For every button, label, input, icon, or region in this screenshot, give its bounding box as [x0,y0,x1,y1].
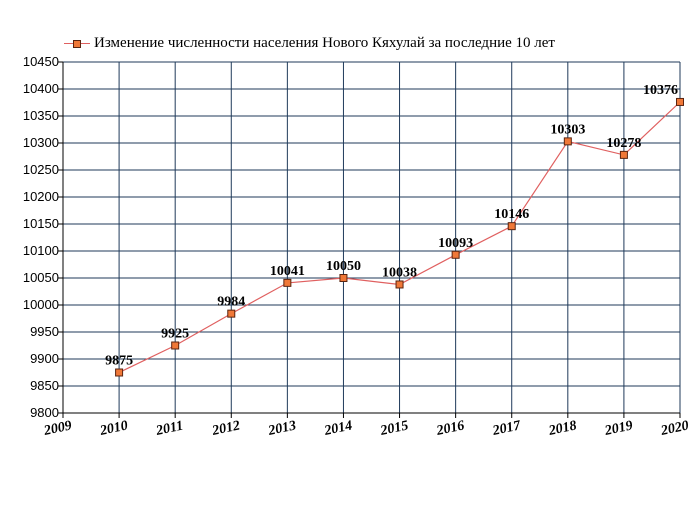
y-tick-label: 10250 [23,162,59,177]
y-tick-label: 10300 [23,135,59,150]
y-tick-label: 10000 [23,297,59,312]
data-label: 10303 [550,122,585,137]
data-point-marker [451,250,460,259]
y-tick-label: 10400 [23,81,59,96]
data-point-marker [507,222,516,231]
x-tick-label: 2020 [659,418,690,439]
x-tick-label: 2019 [603,418,634,439]
y-axis-ticks: 9800 9850 9900 9950 10000 10050 10100 10150 1020… [23,54,63,420]
x-tick-label: 2015 [378,418,409,439]
y-tick-label: 9900 [30,351,59,366]
data-label: 9925 [161,327,189,342]
y-tick-label: 10050 [23,270,59,285]
x-tick-label: 2016 [434,418,465,439]
y-tick-label: 9950 [30,324,59,339]
data-label: 10376 [643,83,678,98]
legend-label: Изменение численности населения Нового К… [94,35,555,51]
x-tick-label: 2012 [210,418,241,439]
x-tick-label: 2011 [154,419,185,440]
data-label: 9984 [217,295,245,310]
legend-line-marker-icon [64,38,90,50]
data-point-marker [227,309,236,318]
series-markers [115,97,684,377]
y-tick-label: 10100 [23,243,59,258]
y-tick-label: 10350 [23,108,59,123]
x-tick-label: 2013 [266,418,297,439]
data-point-marker [115,368,124,377]
data-point-marker [395,280,404,289]
plot-area [63,62,680,413]
data-point-marker [171,341,180,350]
data-point-marker [339,274,348,282]
data-label: 9875 [105,354,133,369]
data-label: 10050 [326,259,361,274]
data-point-marker [563,137,572,146]
data-label: 10146 [494,207,529,222]
x-tick-label: 2018 [547,418,578,439]
axes [62,62,680,414]
data-label: 10041 [270,264,305,279]
y-tick-label: 10450 [23,54,59,69]
x-tick-label: 2010 [98,418,129,439]
y-tick-label: 10150 [23,216,59,231]
x-tick-label: 2017 [490,418,522,439]
data-label: 10038 [382,265,417,280]
data-labels: 9875 9925 9984 10041 10050 10038 10093 10146 103… [105,83,678,369]
data-point-marker [619,150,628,159]
data-point-marker [283,278,292,287]
grid-lines [62,61,681,414]
y-tick-label: 10200 [23,189,59,204]
x-axis-ticks: 2009 2010 2011 2012 2013 2014 2015 2016 2017 2018… [42,413,690,439]
y-tick-label: 9800 [30,405,59,420]
data-point-marker [676,97,684,106]
y-tick-label: 9850 [30,378,59,393]
chart-legend: Изменение численности населения Нового К… [64,35,555,52]
data-label: 10093 [438,236,473,251]
x-tick-label: 2014 [322,418,353,439]
data-label: 10278 [606,136,641,151]
x-tick-label: 2009 [42,418,73,439]
